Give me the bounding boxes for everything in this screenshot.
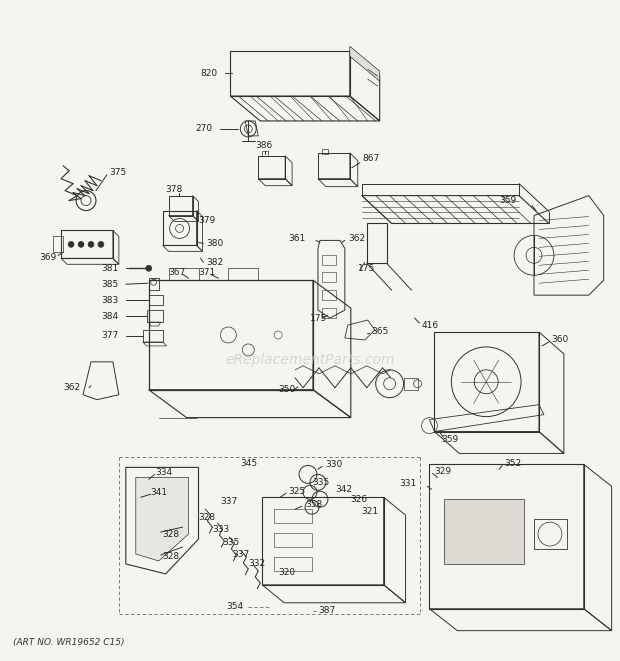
Text: 375: 375 <box>109 168 126 177</box>
Text: 335: 335 <box>223 537 240 547</box>
Text: 387: 387 <box>318 606 335 615</box>
Text: 359: 359 <box>441 435 459 444</box>
Text: 334: 334 <box>156 468 173 477</box>
Polygon shape <box>136 477 188 561</box>
Circle shape <box>98 241 104 247</box>
Text: 378: 378 <box>166 185 183 194</box>
Text: 380: 380 <box>206 239 224 248</box>
Text: 341: 341 <box>151 488 168 497</box>
Text: 350: 350 <box>278 385 295 394</box>
Text: 175: 175 <box>310 313 327 323</box>
Text: 383: 383 <box>101 295 118 305</box>
Circle shape <box>78 241 84 247</box>
Text: 328: 328 <box>162 553 180 561</box>
Text: eReplacementParts.com: eReplacementParts.com <box>225 353 395 367</box>
Text: 361: 361 <box>288 234 305 243</box>
Text: 379: 379 <box>198 216 216 225</box>
Text: 358: 358 <box>305 500 322 509</box>
Text: 384: 384 <box>101 311 118 321</box>
Text: 362: 362 <box>63 383 80 392</box>
Text: 867: 867 <box>363 154 380 163</box>
Polygon shape <box>445 499 524 564</box>
Text: 320: 320 <box>278 568 295 578</box>
Text: 362: 362 <box>348 234 365 243</box>
Circle shape <box>68 241 74 247</box>
Text: 382: 382 <box>206 258 224 267</box>
Text: 337: 337 <box>232 551 250 559</box>
Text: 270: 270 <box>195 124 213 134</box>
Text: 345: 345 <box>241 459 257 468</box>
Text: 333: 333 <box>213 525 229 533</box>
Text: 416: 416 <box>422 321 438 330</box>
Text: 360: 360 <box>551 335 568 344</box>
Text: 326: 326 <box>350 494 367 504</box>
Text: 371: 371 <box>198 268 216 277</box>
Text: 325: 325 <box>288 486 305 496</box>
Text: 359: 359 <box>499 196 516 205</box>
Text: (ART NO. WR19652 C15): (ART NO. WR19652 C15) <box>14 638 125 646</box>
Circle shape <box>88 241 94 247</box>
Text: 330: 330 <box>325 460 342 469</box>
Text: 377: 377 <box>101 331 118 340</box>
Text: 329: 329 <box>435 467 451 476</box>
Text: 354: 354 <box>226 602 244 611</box>
Circle shape <box>146 265 152 271</box>
Text: 331: 331 <box>400 479 417 488</box>
Text: 335: 335 <box>312 478 329 486</box>
Text: 381: 381 <box>101 264 118 273</box>
Text: 328: 328 <box>162 529 180 539</box>
Text: 175: 175 <box>358 264 375 273</box>
Polygon shape <box>350 46 379 81</box>
Text: 321: 321 <box>361 507 379 516</box>
Text: 386: 386 <box>255 141 273 150</box>
Text: 342: 342 <box>335 485 352 494</box>
Text: 385: 385 <box>101 280 118 289</box>
Text: 365: 365 <box>372 327 389 336</box>
Text: 820: 820 <box>200 69 218 77</box>
Text: 332: 332 <box>248 559 265 568</box>
Text: 352: 352 <box>504 459 521 468</box>
Text: 328: 328 <box>198 513 216 522</box>
Text: 337: 337 <box>220 496 237 506</box>
Text: 369: 369 <box>39 253 56 262</box>
Text: 367: 367 <box>169 268 186 277</box>
